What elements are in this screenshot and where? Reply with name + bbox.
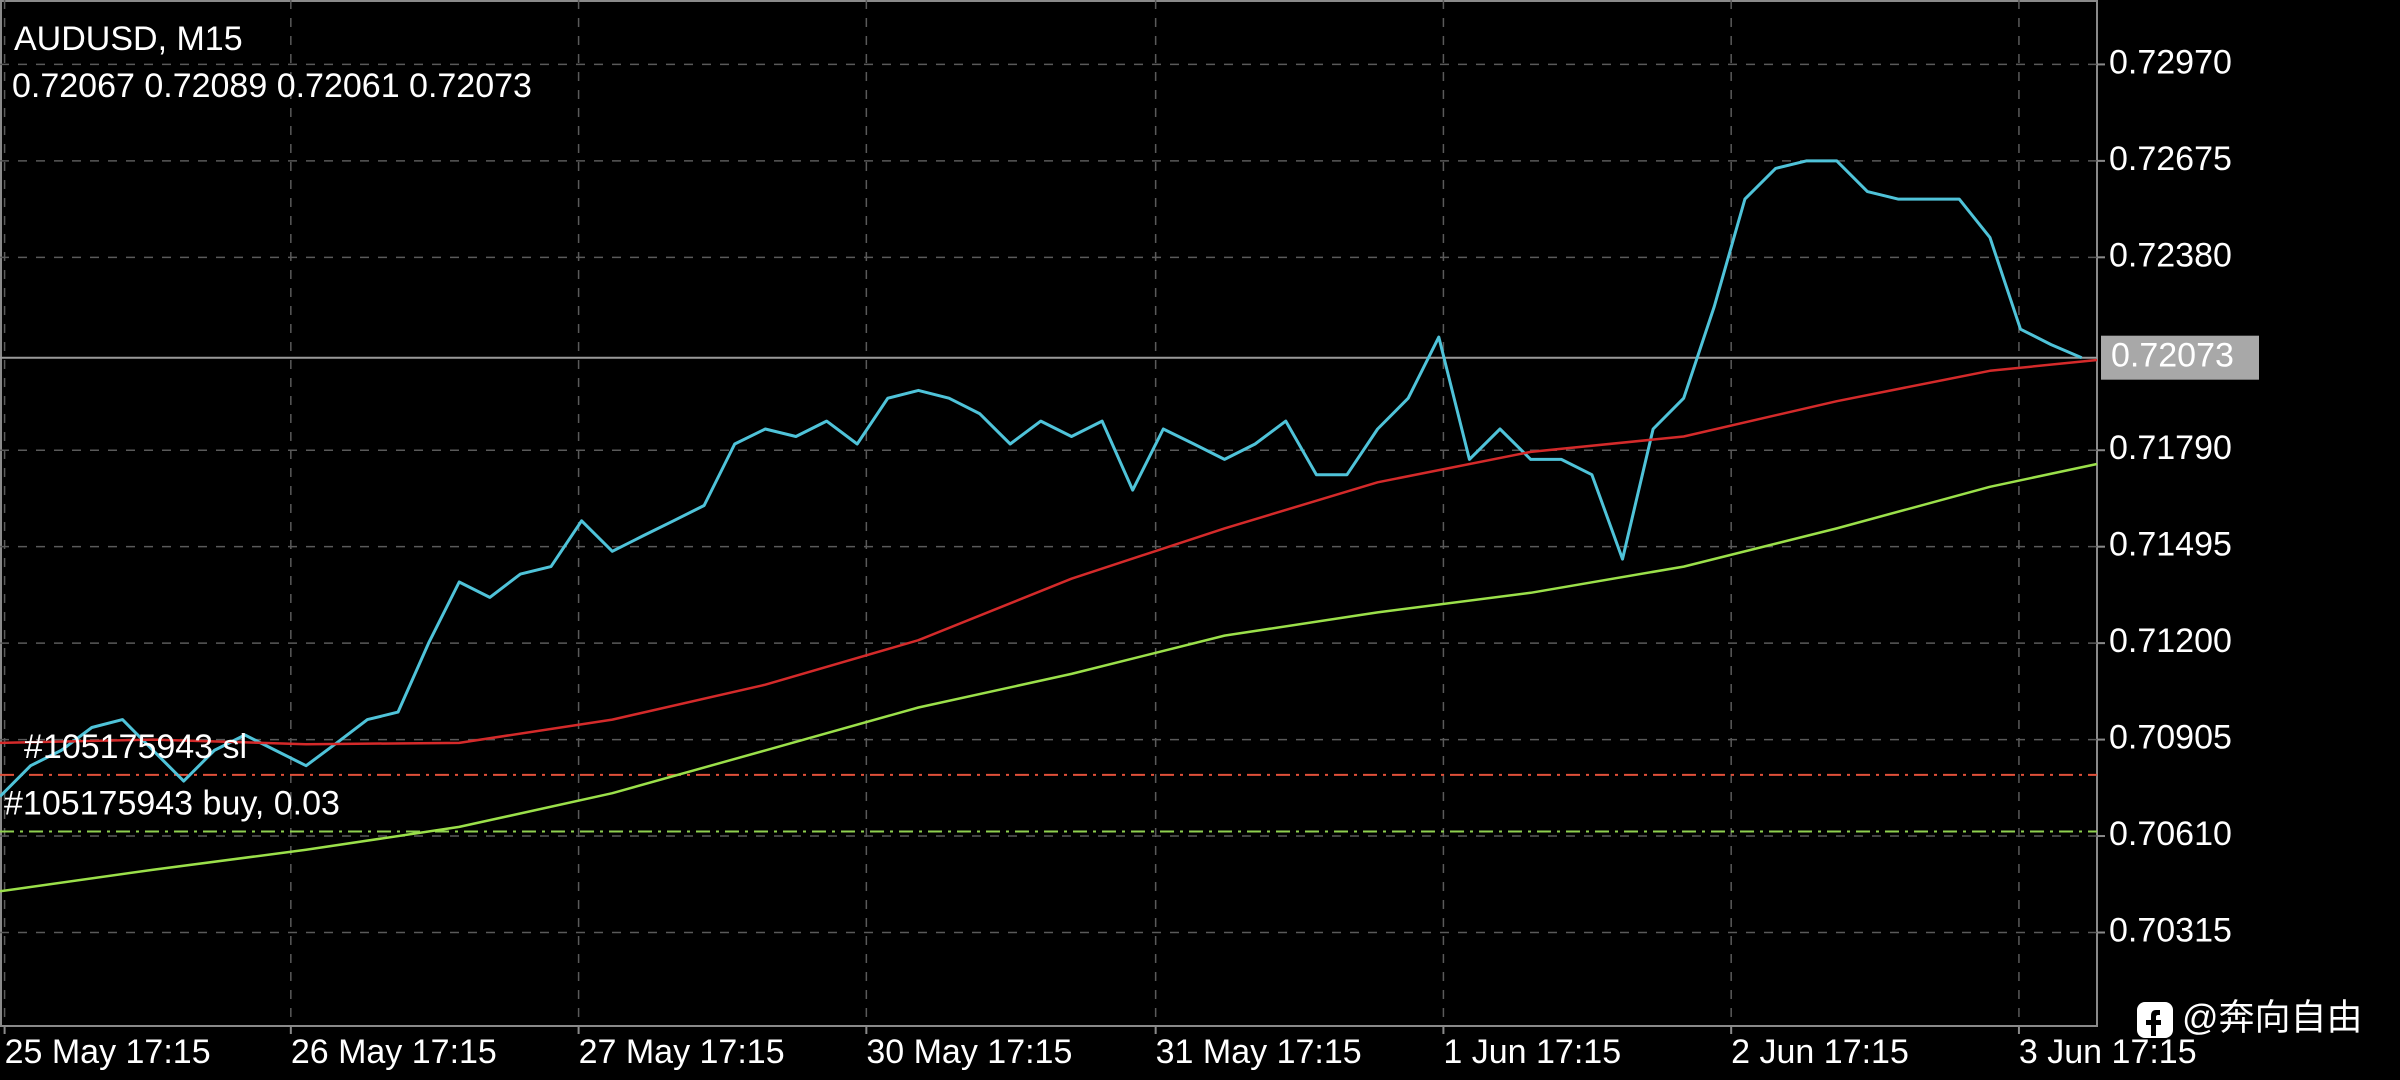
x-tick-label: 27 May 17:15 <box>579 1033 785 1071</box>
grid <box>0 0 2097 1026</box>
y-tick-label: 0.71495 <box>2109 526 2232 564</box>
y-tick-label: 0.70610 <box>2109 815 2232 853</box>
plot <box>0 159 2098 893</box>
series-line <box>0 159 2083 798</box>
order-label: #105175943 sl <box>24 728 247 766</box>
y-tick-label: 0.71200 <box>2109 622 2232 660</box>
x-tick-label: 2 Jun 17:15 <box>1731 1033 1909 1071</box>
symbol: AUDUSD, M15 <box>14 20 243 58</box>
x-tick-label: 26 May 17:15 <box>291 1033 497 1071</box>
watermark: @奔向自由 <box>2182 997 2363 1038</box>
x-tick-label: 30 May 17:15 <box>866 1033 1072 1071</box>
watermark-icon <box>2137 1002 2173 1038</box>
order-label: #105175943 buy, 0.03 <box>4 784 340 822</box>
y-tick-label: 0.70905 <box>2109 719 2232 757</box>
x-tick-label: 3 Jun 17:15 <box>2019 1033 2197 1071</box>
y-tick-label: 0.72970 <box>2109 43 2232 81</box>
y-tick-label: 0.70315 <box>2109 911 2232 949</box>
x-tick-label: 1 Jun 17:15 <box>1443 1033 1621 1071</box>
y-tick-label: 0.71790 <box>2109 429 2232 467</box>
ohlc: 0.72067 0.72089 0.72061 0.72073 <box>12 67 532 105</box>
current-price-box <box>2101 335 2259 380</box>
y-tick-label: 0.72380 <box>2109 236 2232 274</box>
series-line <box>0 462 2098 893</box>
current-price-label: 0.72073 <box>2111 337 2234 375</box>
y-tick-label: 0.72675 <box>2109 140 2232 178</box>
x-tick-label: 25 May 17:15 <box>5 1033 211 1071</box>
icon-glyph <box>2146 1010 2161 1036</box>
plot-border <box>0 0 2098 1027</box>
x-tick-label: 31 May 17:15 <box>1156 1033 1362 1071</box>
labels: AUDUSD, M15 0.72067 0.72089 0.72061 0.72… <box>3 20 2259 1071</box>
series-line <box>0 358 2098 746</box>
